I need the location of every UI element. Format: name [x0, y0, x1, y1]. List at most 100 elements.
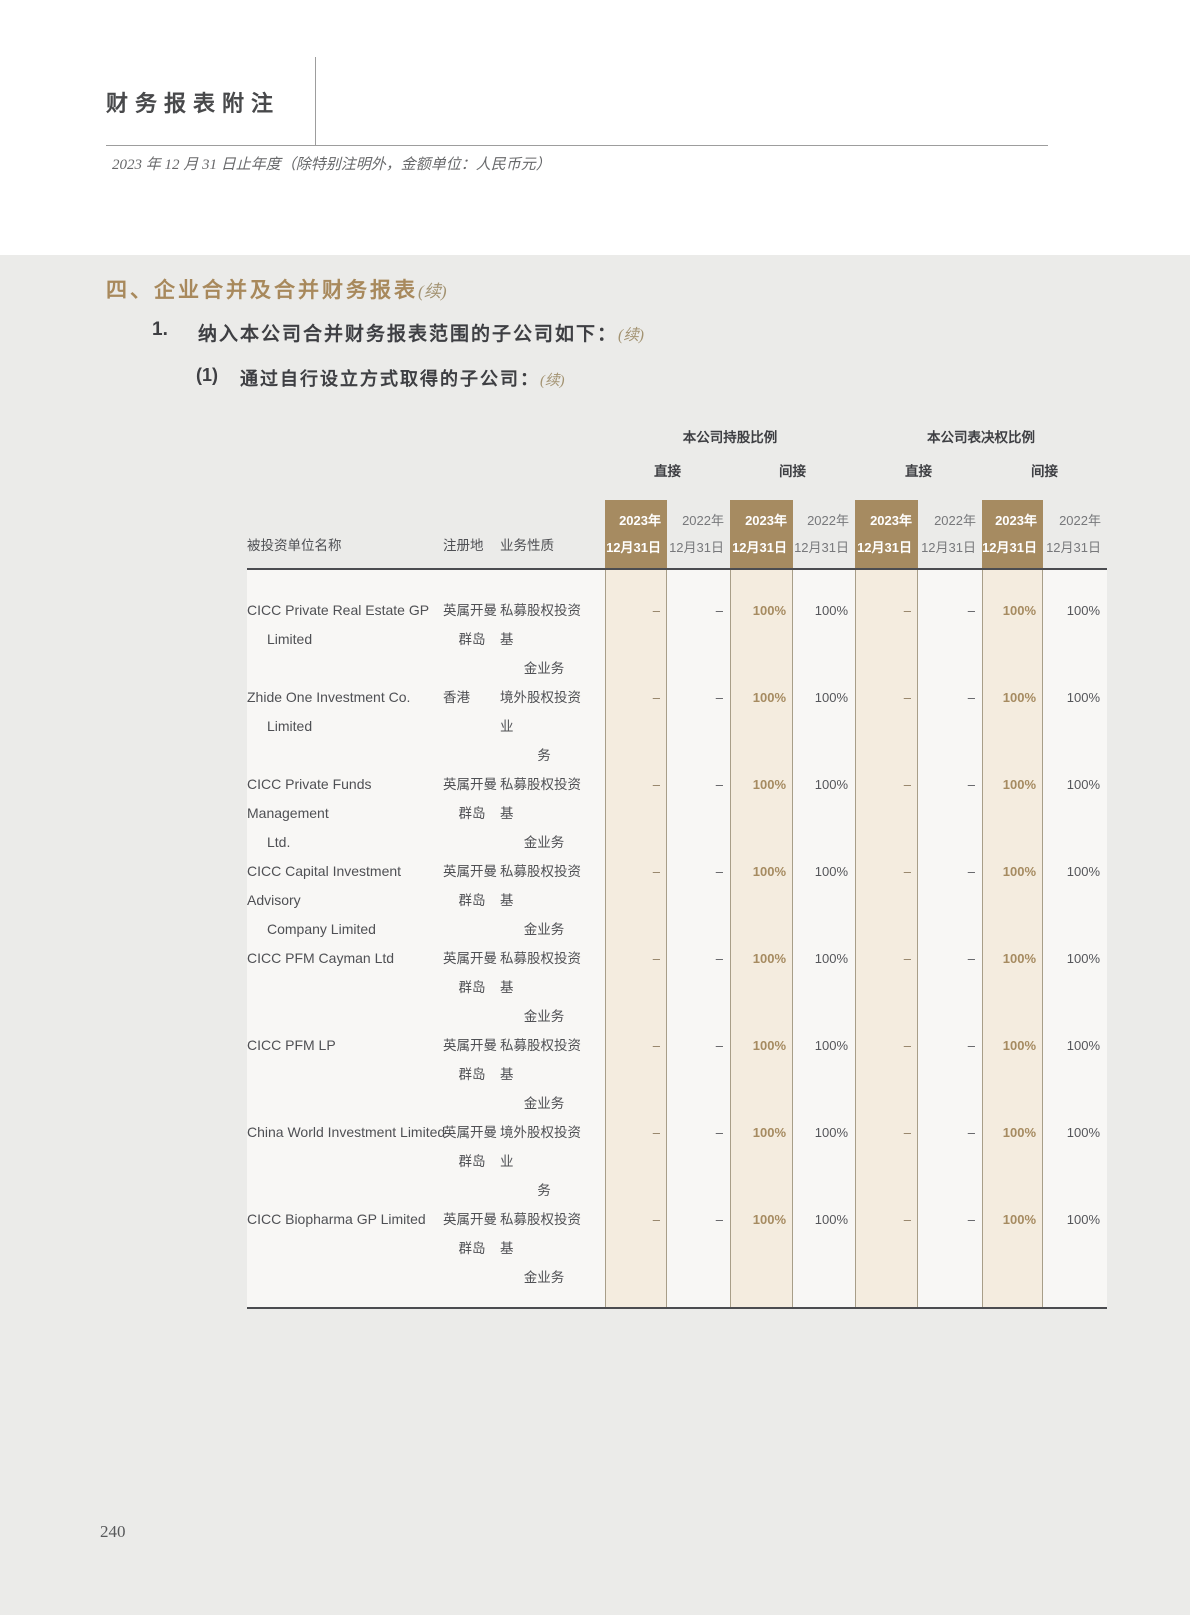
registration-line: 英属开曼	[443, 777, 497, 792]
business-nature: 境外股权投资业务	[500, 683, 588, 770]
table-top-rule	[247, 568, 1107, 570]
registration-line: 群岛	[458, 632, 486, 647]
registration-line: 英属开曼	[443, 1212, 497, 1227]
year-line1: 2022年	[682, 513, 724, 528]
page-number: 240	[100, 1522, 126, 1541]
value-cell: 100%	[1002, 1212, 1036, 1227]
item1-number: 1.	[152, 319, 168, 340]
period-subtitle: 2023 年 12 月 31 日止年度（除特别注明外，金额单位：人民币元）	[112, 157, 551, 173]
value-cell: –	[652, 1125, 660, 1140]
value-cell: –	[967, 951, 975, 966]
year-line1: 2022年	[1059, 513, 1101, 528]
business-line: 金业务	[523, 922, 565, 937]
value-cell: 100%	[1066, 864, 1100, 879]
registration-place: 英属开曼 群岛	[443, 596, 501, 654]
value-cell: –	[967, 1212, 975, 1227]
year-header-2022: 2022年 12月31日	[667, 500, 730, 568]
value-cell: –	[652, 603, 660, 618]
year-line1: 2023年	[745, 513, 787, 528]
year-line1: 2023年	[870, 513, 912, 528]
year-line2: 12月31日	[857, 540, 912, 555]
year-line2: 12月31日	[794, 540, 849, 555]
value-cell: 100%	[1002, 603, 1036, 618]
company-name-line: Ltd.	[267, 834, 291, 850]
value-cell: –	[652, 1212, 660, 1227]
business-line: 金业务	[523, 835, 565, 850]
business-nature: 私募股权投资基 金业务	[500, 944, 588, 1031]
value-cell: –	[967, 690, 975, 705]
year-line2: 12月31日	[982, 540, 1037, 555]
highlight-column-fill	[605, 570, 667, 1307]
value-cell: –	[715, 777, 723, 792]
company-name: China World Investment Limited	[247, 1118, 447, 1147]
value-cell: 100%	[814, 951, 848, 966]
registration-place: 英属开曼 群岛	[443, 1205, 501, 1263]
value-cell: –	[715, 951, 723, 966]
year-line2: 12月31日	[732, 540, 787, 555]
company-name: CICC Private Funds Management Ltd.	[247, 770, 447, 857]
value-cell: –	[652, 690, 660, 705]
table-row: CICC PFM LP 英属开曼 群岛 私募股权投资基 金业务 – –100% 100% – –1…	[247, 1005, 1107, 1111]
highlight-column-fill	[730, 570, 793, 1307]
header-vertical-rule	[315, 57, 316, 146]
value-cell: 100%	[814, 1038, 848, 1053]
registration-line: 群岛	[458, 1241, 486, 1256]
value-cell: –	[903, 777, 911, 792]
column-header-registration: 注册地	[443, 538, 484, 553]
value-cell: –	[903, 864, 911, 879]
registration-place: 香港	[443, 683, 501, 712]
business-line: 境外股权投资业	[500, 690, 581, 734]
year-line1: 2022年	[934, 513, 976, 528]
business-line: 金业务	[523, 1270, 565, 1285]
value-cell: –	[715, 1038, 723, 1053]
value-cell: 100%	[814, 603, 848, 618]
table-row: CICC Private Funds Management Ltd. 英属开曼 群岛私…	[247, 744, 1107, 850]
year-line1: 2022年	[807, 513, 849, 528]
column-header-investee-name: 被投资单位名称	[247, 538, 342, 553]
value-cell: –	[715, 603, 723, 618]
value-cell: –	[715, 1125, 723, 1140]
item2-title-text: 通过自行设立方式取得的子公司：	[240, 369, 540, 389]
value-cell: 100%	[814, 864, 848, 879]
year-header-2023: 2023年 12月31日	[605, 500, 667, 568]
company-name-line: China World Investment Limited	[247, 1124, 446, 1140]
company-name: CICC PFM LP	[247, 1031, 447, 1060]
year-line1: 2023年	[619, 513, 661, 528]
business-line: 私募股权投资基	[500, 1212, 581, 1256]
table-bottom-rule	[247, 1307, 1107, 1309]
value-cell: –	[903, 1212, 911, 1227]
business-line: 私募股权投资基	[500, 777, 581, 821]
registration-line: 英属开曼	[443, 864, 497, 879]
registration-place: 英属开曼 群岛	[443, 944, 501, 1002]
value-cell: 100%	[752, 864, 786, 879]
sub-header-indirect-1: 间接	[779, 464, 806, 479]
column-header-business: 业务性质	[500, 538, 554, 553]
business-line: 金业务	[523, 1096, 565, 1111]
registration-line: 群岛	[458, 806, 486, 821]
business-line: 务	[537, 748, 551, 763]
business-nature: 私募股权投资基金业务	[500, 1205, 588, 1292]
company-name-line: Zhide One Investment Co.	[247, 689, 411, 705]
subsidiaries-table: 本公司持股比例 本公司表决权比例 直接 间接 直接 间接 被投资单位名称 注册地…	[247, 420, 1107, 1312]
business-line: 境外股权投资业	[500, 1125, 581, 1169]
table-row: Zhide One Investment Co. Limited 香港 境外股权投资业…	[247, 657, 1107, 763]
value-cell: –	[652, 1038, 660, 1053]
business-line: 私募股权投资基	[500, 603, 581, 647]
item1-title-text: 纳入本公司合并财务报表范围的子公司如下：	[198, 324, 619, 345]
business-nature: 私募股权投资基金业务	[500, 770, 588, 857]
registration-line: 英属开曼	[443, 603, 497, 618]
value-cell: 100%	[1066, 690, 1100, 705]
year-line2: 12月31日	[1046, 540, 1101, 555]
item1-continued: (续)	[618, 327, 644, 344]
company-name-line: CICC Private Real Estate GP	[247, 602, 430, 618]
table-row: CICC Capital Investment Advisory Company …	[247, 831, 1107, 937]
business-nature: 私募股权投资基 金业务	[500, 857, 588, 944]
value-cell: 100%	[752, 777, 786, 792]
value-cell: –	[715, 864, 723, 879]
value-cell: 100%	[752, 1125, 786, 1140]
section-heading: 四、企业合并及合并财务报表(续)	[106, 274, 447, 304]
value-cell: 100%	[1002, 1125, 1036, 1140]
company-name-line: Company Limited	[267, 921, 376, 937]
registration-line: 香港	[443, 690, 470, 705]
